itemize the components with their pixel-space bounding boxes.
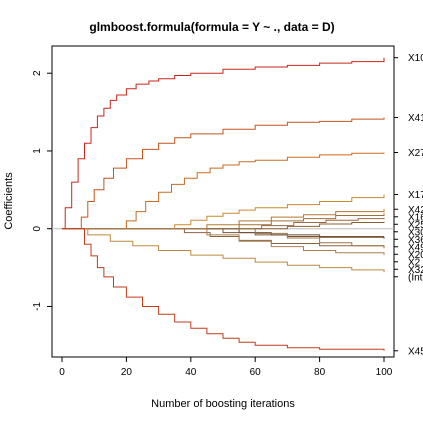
x-tick-label: 20 <box>121 367 133 378</box>
y-axis-label: Coefficients <box>3 172 15 230</box>
y-tick-label: 0 <box>32 225 43 231</box>
series-line-x32 <box>62 228 385 256</box>
series-labels: X10 X41 X27 X17 X42X16X25X30X36X49X20X2X32(I… <box>394 53 423 357</box>
y-tick-label: -1 <box>32 302 43 311</box>
x-axis-label: Number of boosting iterations <box>151 398 295 410</box>
series-label: X25 <box>408 220 423 231</box>
series-line-x25 <box>62 217 385 230</box>
series-label: X27 <box>408 148 423 159</box>
x-tick-label: 60 <box>250 367 262 378</box>
x-tick-label: 40 <box>185 367 197 378</box>
series-line-x41 <box>62 117 385 230</box>
series-label: X36 <box>408 235 423 246</box>
x-tick-label: 0 <box>59 367 65 378</box>
series-label: X2 <box>408 257 421 268</box>
plot-frame <box>51 45 395 358</box>
series-label: X16 <box>408 212 423 223</box>
y-tick-label: 2 <box>32 70 43 76</box>
series-label: X30 <box>408 227 423 238</box>
series-line-x10 <box>62 57 385 230</box>
series-label: X17 <box>408 190 423 201</box>
series-line-x27 <box>62 152 385 230</box>
chart-title: glmboost.formula(formula = Y ~ ., data =… <box>89 20 334 34</box>
series-line-intercept <box>62 228 385 273</box>
y-axis: -1 0 1 2 <box>32 70 52 311</box>
series-label: X42 <box>408 205 423 216</box>
series-line-x2 <box>62 228 385 249</box>
x-axis: 0 20 40 60 80 100 <box>59 357 393 378</box>
series-label: X49 <box>408 242 423 253</box>
series-line-x45 <box>62 228 385 351</box>
x-tick-label: 100 <box>376 367 393 378</box>
series-line-x42 <box>62 209 385 230</box>
y-tick-label: 1 <box>32 148 43 154</box>
series-label: X45 <box>408 346 423 357</box>
series-layer <box>52 57 394 351</box>
series-line-x17 <box>62 194 385 230</box>
series-label: X20 <box>408 250 423 261</box>
x-tick-label: 80 <box>314 367 326 378</box>
series-label: X10 <box>408 53 423 64</box>
series-label: X32 <box>408 265 423 276</box>
series-line-x30 <box>62 221 385 230</box>
series-label: X41 <box>408 113 423 124</box>
series-label: (Intercept) <box>408 272 423 283</box>
